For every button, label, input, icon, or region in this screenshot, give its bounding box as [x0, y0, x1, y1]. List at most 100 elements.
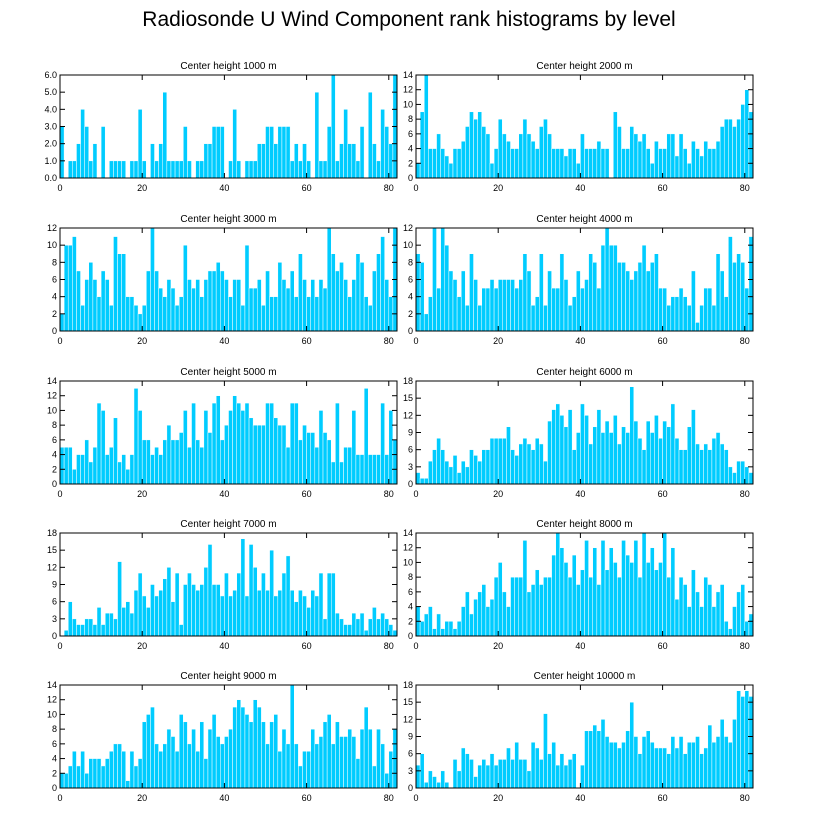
histogram-panel-5: Center height 5000 m 0 2 4 6 8 10 12 14 0 20 40 60 80 — [47, 367, 398, 499]
histogram-bar — [261, 424, 266, 485]
x-tick-label: 20 — [137, 489, 147, 499]
histogram-bar — [703, 576, 709, 637]
x-tick-label: 80 — [740, 336, 750, 346]
histogram-bar — [539, 584, 544, 637]
y-tick-label: 4 — [52, 292, 57, 302]
histogram-bar — [80, 624, 85, 637]
histogram-panel-4: Center height 4000 m 0 2 4 6 8 10 12 0 20 40 60 80 — [403, 214, 754, 346]
histogram-bar — [608, 244, 614, 332]
histogram-bar — [335, 721, 340, 789]
histogram-bar — [510, 279, 515, 332]
histogram-bar — [423, 313, 429, 332]
histogram-bar — [224, 279, 229, 332]
histogram-panel-8: Center height 8000 m 0 2 4 6 8 10 12 14 0 20 40 60 80 — [403, 519, 754, 651]
histogram-bar — [662, 287, 667, 332]
histogram-bar — [141, 439, 147, 485]
histogram-bar — [203, 758, 209, 789]
histogram-bar — [629, 562, 635, 637]
histogram-bar — [571, 296, 577, 332]
histogram-bar — [76, 454, 81, 485]
histogram-bar — [633, 133, 639, 179]
histogram-bar — [436, 437, 441, 485]
histogram-bar — [117, 160, 122, 179]
histogram-bar — [580, 287, 585, 332]
histogram-bar — [682, 148, 688, 179]
histogram-bar — [322, 721, 328, 789]
histogram-bar — [170, 160, 176, 179]
histogram-bar — [645, 420, 651, 485]
histogram-bar — [298, 160, 303, 179]
histogram-bar — [567, 305, 573, 332]
histogram-bar — [493, 287, 499, 332]
histogram-bar — [129, 612, 135, 637]
x-tick-label: 0 — [57, 489, 62, 499]
histogram-bar — [314, 91, 320, 179]
histogram-bar — [174, 305, 180, 332]
x-tick-label: 60 — [658, 336, 668, 346]
x-tick-label: 80 — [384, 489, 394, 499]
histogram-bar — [530, 305, 536, 332]
histogram-bar — [376, 160, 381, 179]
histogram-bar — [719, 443, 725, 485]
histogram-bar — [555, 403, 561, 485]
x-tick-label: 60 — [302, 641, 312, 651]
histogram-bar — [326, 714, 332, 789]
histogram-bar — [285, 555, 291, 637]
histogram-bar — [289, 270, 295, 332]
histogram-bar — [551, 554, 556, 637]
histogram-bar — [613, 111, 618, 179]
histogram-bar — [563, 426, 569, 485]
histogram-bar — [621, 262, 626, 332]
x-tick-label: 40 — [219, 793, 229, 803]
histogram-bar — [723, 621, 729, 637]
y-tick-label: 4.0 — [44, 104, 57, 114]
histogram-bar — [526, 133, 532, 179]
histogram-bar — [273, 417, 279, 485]
x-tick-label: 20 — [137, 793, 147, 803]
x-tick-label: 0 — [57, 793, 62, 803]
histogram-bar — [678, 287, 684, 332]
histogram-panel-7: Center height 7000 m 0 3 6 9 12 15 18 0 20 40 60 80 — [47, 519, 398, 651]
x-tick-label: 60 — [302, 489, 312, 499]
histogram-bar — [485, 133, 491, 179]
y-tick-label: 10 — [47, 240, 57, 250]
histogram-bar — [522, 118, 528, 179]
histogram-bar — [456, 770, 462, 789]
histogram-bar — [559, 148, 565, 179]
histogram-bar — [88, 461, 94, 485]
histogram-bar — [465, 591, 470, 637]
histogram-bar — [92, 758, 98, 789]
histogram-bar — [277, 262, 283, 332]
histogram-bar — [244, 244, 250, 332]
histogram-bar — [473, 118, 478, 179]
histogram-bar — [502, 759, 507, 789]
histogram-bar — [232, 279, 237, 332]
histogram-bar — [326, 227, 332, 332]
histogram-bar — [740, 584, 746, 637]
histogram-bar — [388, 410, 394, 485]
histogram-bar — [92, 624, 98, 637]
histogram-bar — [96, 402, 102, 485]
histogram-bar — [109, 305, 114, 332]
histogram-bar — [380, 743, 385, 789]
histogram-bar — [294, 743, 299, 789]
histogram-bar — [637, 753, 643, 789]
x-tick-label: 0 — [413, 641, 418, 651]
histogram-bar — [248, 417, 254, 485]
histogram-bar — [596, 730, 602, 789]
histogram-bar — [158, 454, 163, 485]
histogram-bar — [543, 460, 548, 485]
y-tick-label: 3 — [52, 614, 57, 624]
histogram-bar — [100, 270, 106, 332]
y-tick-label: 6 — [408, 749, 413, 759]
histogram-bar — [510, 759, 515, 789]
histogram-bar — [534, 148, 540, 179]
histogram-bar — [686, 741, 692, 789]
histogram-bar — [732, 719, 737, 789]
histogram-bar — [658, 437, 663, 485]
histogram-bar — [343, 109, 348, 179]
histogram-bar — [178, 432, 184, 485]
histogram-bar — [203, 567, 209, 637]
histogram-bar — [195, 589, 200, 637]
panel-title: Center height 7000 m — [180, 519, 276, 530]
